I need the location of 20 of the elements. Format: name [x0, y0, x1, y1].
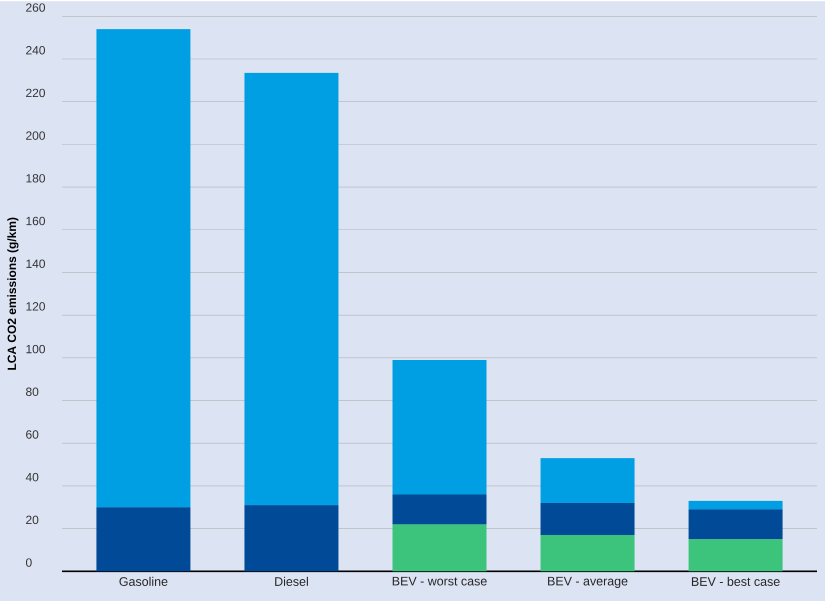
x-tick-label: BEV - best case [692, 576, 780, 586]
y-tick-label: 200 [26, 131, 46, 140]
y-tick-label: 60 [26, 430, 38, 439]
y-tick-label: 100 [26, 344, 46, 354]
y-tick-label: 0 [26, 558, 32, 567]
y-tick-label: 260 [26, 3, 46, 12]
y-axis-title: LCA CO2 emissions (g/km) [7, 218, 18, 370]
y-tick-label: 140 [26, 259, 46, 268]
x-tick-label: Gasoline [119, 576, 168, 586]
x-tick-label: Diesel [275, 576, 308, 586]
y-tick-label: 80 [26, 387, 38, 396]
x-tick-label: BEV - average [548, 576, 628, 588]
y-tick-label: 120 [26, 302, 46, 310]
y-tick-label: 160 [26, 216, 46, 226]
y-tick-label: 40 [26, 472, 38, 482]
y-tick-label: 220 [26, 88, 46, 98]
y-tick-label: 240 [26, 46, 46, 54]
y-tick-label: 180 [26, 174, 46, 182]
y-tick-label: 20 [26, 515, 38, 524]
x-tick-label: BEV - worst case [392, 576, 487, 586]
